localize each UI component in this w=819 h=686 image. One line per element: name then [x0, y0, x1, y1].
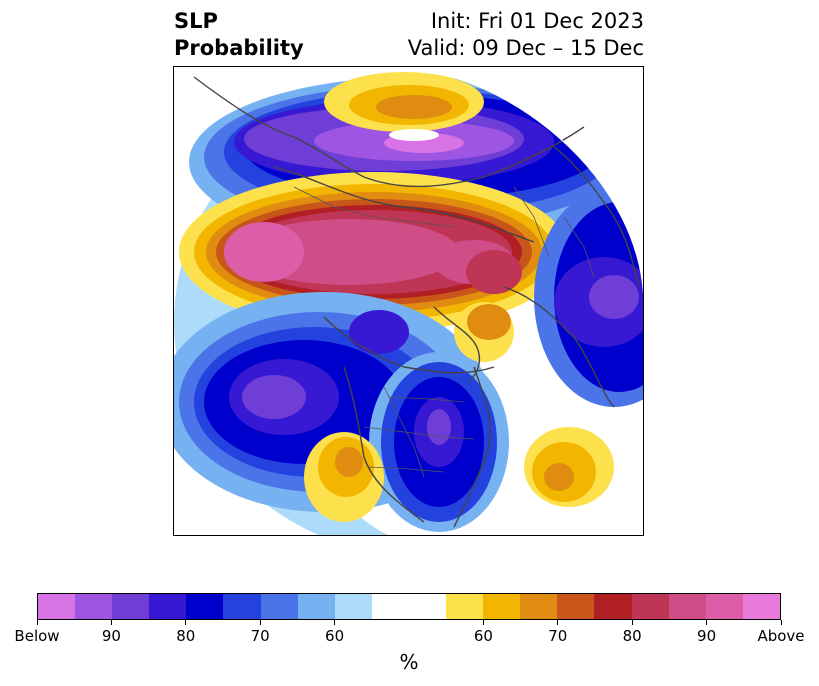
colorbar-segment: [483, 594, 521, 619]
border-line-6: [513, 186, 550, 258]
colorbar-segment: [668, 594, 706, 619]
colorbar-segment: [223, 594, 261, 619]
coastline-siberia: [273, 166, 535, 243]
colorbar-tick-mark: [557, 620, 559, 625]
border-line-5: [563, 216, 595, 278]
colorbar-tick-mark: [631, 620, 633, 625]
coastline-east-na: [453, 366, 492, 528]
border-line-7: [388, 396, 465, 403]
contour-top-dark-orange: [376, 95, 452, 119]
colorbar-tick-label: 80: [176, 627, 196, 645]
colorbar-segment: [705, 594, 743, 619]
colorbar-segment: [186, 594, 224, 619]
valid-range: Valid: 09 Dec – 15 Dec: [407, 36, 644, 60]
coastline-greenland: [433, 306, 481, 383]
border-line-1: [293, 186, 455, 228]
colorbar-tick-mark: [185, 620, 187, 625]
probability-map: [173, 66, 644, 536]
colorbar-segment: [112, 594, 150, 619]
globe-edge: [388, 67, 643, 297]
colorbar-segment: [408, 594, 447, 619]
colorbar-segment: [297, 594, 335, 619]
coastlines: [193, 76, 640, 528]
colorbar: [37, 593, 781, 620]
contour-wus-80: [335, 447, 363, 477]
colorbar-tick-label: Above: [757, 627, 805, 645]
colorbar-segment: [260, 594, 298, 619]
colorbar-tick-mark: [259, 620, 261, 625]
chart-title: SLP Probability: [174, 8, 304, 62]
colorbar-segment: [631, 594, 669, 619]
title-variable: SLP: [174, 9, 218, 33]
contour-top-white: [389, 129, 439, 141]
colorbar-segment: [520, 594, 558, 619]
colorbar-segment: [38, 594, 76, 619]
colorbar-segment: [446, 594, 484, 619]
colorbar-segment: [149, 594, 187, 619]
colorbar-tick-mark: [110, 620, 112, 625]
map-svg: [174, 67, 643, 535]
colorbar-segment: [594, 594, 632, 619]
colorbar-segment: [742, 594, 780, 619]
border-line-4: [368, 466, 445, 473]
contour-na-90: [427, 409, 451, 445]
contour-atl-80: [544, 463, 574, 491]
colorbar-tick-mark: [482, 620, 484, 625]
coastline-west-na: [343, 366, 425, 523]
colorbar-tick-label: 90: [697, 627, 717, 645]
contour-alaska-80: [349, 310, 409, 354]
contour-band-95: [224, 222, 304, 282]
colorbar-tick-mark: [706, 620, 708, 625]
coastline-scandinavia: [553, 146, 640, 288]
colorbar-segment: [557, 594, 595, 619]
forecast-dates: Init: Fri 01 Dec 2023 Valid: 09 Dec – 15…: [408, 8, 644, 62]
colorbar-tick-mark: [780, 620, 782, 625]
colorbar-segment: [371, 594, 409, 619]
colorbar-tick-label: 60: [473, 627, 493, 645]
colorbar-tick-mark: [36, 620, 38, 625]
colorbar-tick-label: 60: [325, 627, 345, 645]
contour-field: [174, 72, 643, 535]
contour-band-east: [466, 250, 522, 294]
coastline-europe: [503, 286, 615, 408]
contour-pacific-90: [242, 375, 306, 419]
contour-greenland-75: [467, 304, 511, 340]
colorbar-segment: [334, 594, 372, 619]
colorbar-tick-label: 70: [548, 627, 568, 645]
colorbar-unit-label: %: [399, 650, 419, 674]
colorbar-segment: [75, 594, 113, 619]
coastline-alaska: [323, 316, 495, 374]
border-line-3: [363, 426, 475, 440]
contour-east-90: [589, 275, 639, 319]
colorbar-tick-mark: [334, 620, 336, 625]
colorbar-tick-label: 90: [101, 627, 121, 645]
colorbar-tick-label: Below: [14, 627, 60, 645]
colorbar-tick-label: 70: [250, 627, 270, 645]
title-kind: Probability: [174, 36, 304, 60]
colorbar-tick-label: 80: [622, 627, 642, 645]
coastline-arctic: [193, 76, 585, 188]
borders: [293, 186, 595, 478]
init-date: Init: Fri 01 Dec 2023: [430, 9, 644, 33]
